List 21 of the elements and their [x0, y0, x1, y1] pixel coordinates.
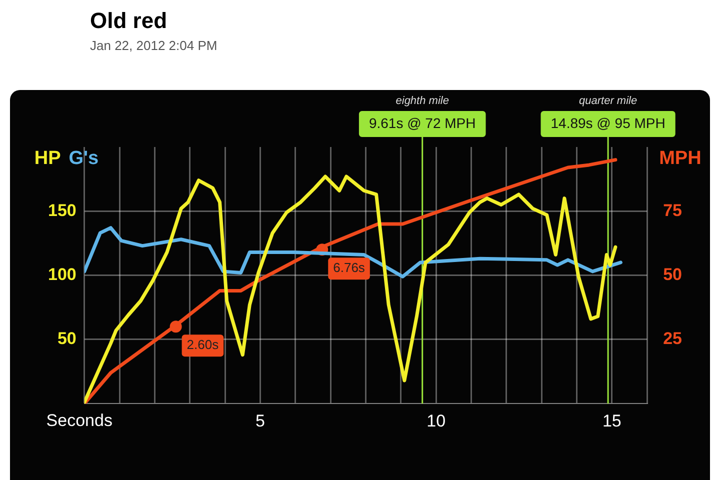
y2-tick-label: 50: [663, 264, 682, 284]
text: MPH: [659, 148, 702, 170]
text: quarter mile: [579, 95, 638, 108]
ref-line-label: 14.89s @ 95 MPH: [550, 114, 666, 131]
y-tick-label: 50: [57, 329, 76, 348]
annotation: 6.76s: [333, 260, 366, 276]
text: HP: [34, 148, 62, 170]
text: eighth mile: [396, 95, 449, 108]
ref-line-label: 9.61s @ 72 MPH: [368, 114, 476, 131]
x-tick-label: 15: [602, 411, 622, 430]
chart-title: Old red: [90, 8, 168, 34]
y-tick-label: 150: [48, 200, 76, 220]
x-tick-label: 5: [255, 411, 265, 430]
y-tick-label: 100: [48, 264, 76, 284]
y2-tick-label: 25: [663, 329, 682, 348]
y2-tick-label: 75: [663, 200, 682, 220]
text: G's: [68, 148, 99, 170]
annotation: 2.60s: [186, 337, 220, 352]
x-axis-title: Seconds: [46, 410, 112, 430]
text: Jan 22, 2012 2:04 PM: [90, 38, 218, 53]
x-tick-label: 10: [426, 411, 446, 430]
